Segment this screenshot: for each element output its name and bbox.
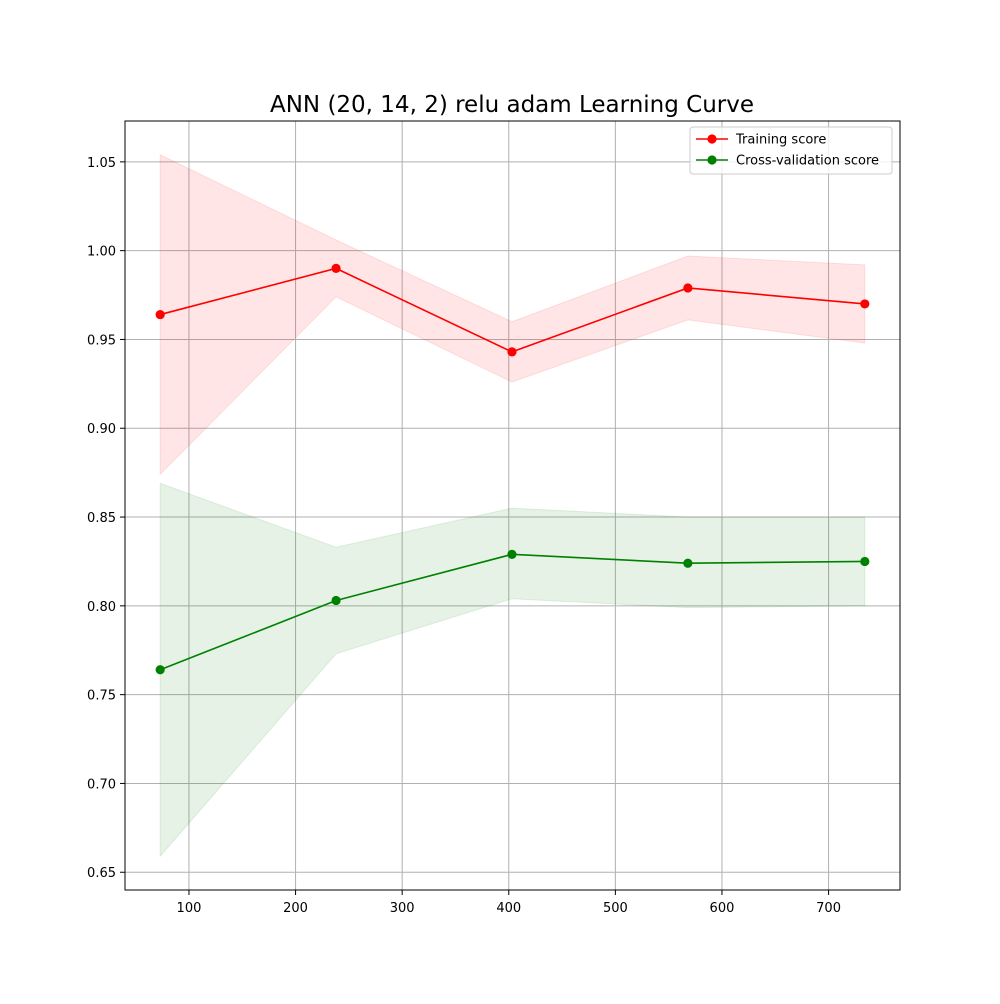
x-axis-ticks: 100 200 300 400 500 600 700 bbox=[177, 890, 841, 916]
y-tick-label: 0.95 bbox=[87, 333, 116, 348]
y-tick-label: 0.80 bbox=[87, 600, 116, 615]
x-tick-label: 200 bbox=[283, 901, 308, 916]
x-tick-label: 300 bbox=[390, 901, 415, 916]
band-layer bbox=[159, 153, 866, 858]
x-tick-label: 500 bbox=[603, 901, 628, 916]
y-tick-label: 0.85 bbox=[87, 511, 116, 526]
y-tick-label: 0.70 bbox=[87, 777, 116, 792]
legend-cross-validation-label: Cross-validation score bbox=[736, 154, 879, 169]
training-point bbox=[331, 263, 341, 274]
y-axis-ticks: 0.65 0.70 0.75 0.80 0.85 0.90 0.95 1.00 1.05 bbox=[87, 156, 125, 881]
cross-validation-point bbox=[860, 556, 870, 567]
training-point bbox=[155, 309, 165, 320]
grid-layer bbox=[125, 121, 900, 890]
point-layer bbox=[155, 263, 870, 675]
x-tick-label: 700 bbox=[816, 901, 841, 916]
training-point bbox=[507, 347, 517, 357]
cross-validation-point bbox=[683, 558, 693, 568]
cross-validation-point bbox=[331, 595, 341, 606]
training-point bbox=[683, 283, 693, 293]
x-tick-label: 600 bbox=[710, 901, 735, 916]
legend-cross-validation-marker bbox=[707, 155, 717, 165]
plot-frame bbox=[124, 120, 901, 891]
y-tick-label: 1.00 bbox=[87, 245, 116, 260]
cross-validation-std-band bbox=[159, 482, 866, 858]
cross-validation-point bbox=[507, 549, 517, 559]
legend-training-label: Training score bbox=[735, 133, 826, 148]
legend: Training score Cross-validation score bbox=[689, 126, 893, 175]
y-tick-label: 1.05 bbox=[87, 156, 116, 171]
y-tick-label: 0.75 bbox=[87, 689, 116, 704]
x-tick-label: 400 bbox=[496, 901, 521, 916]
y-tick-label: 0.65 bbox=[87, 866, 116, 881]
x-tick-label: 100 bbox=[177, 901, 202, 916]
chart-title: ANN (20, 14, 2) relu adam Learning Curve bbox=[270, 92, 754, 118]
training-std-band bbox=[159, 153, 866, 476]
legend-training-marker bbox=[707, 134, 717, 144]
legend-box bbox=[689, 126, 893, 175]
training-point bbox=[860, 299, 870, 309]
cross-validation-point bbox=[155, 665, 165, 675]
y-tick-label: 0.90 bbox=[87, 422, 116, 437]
